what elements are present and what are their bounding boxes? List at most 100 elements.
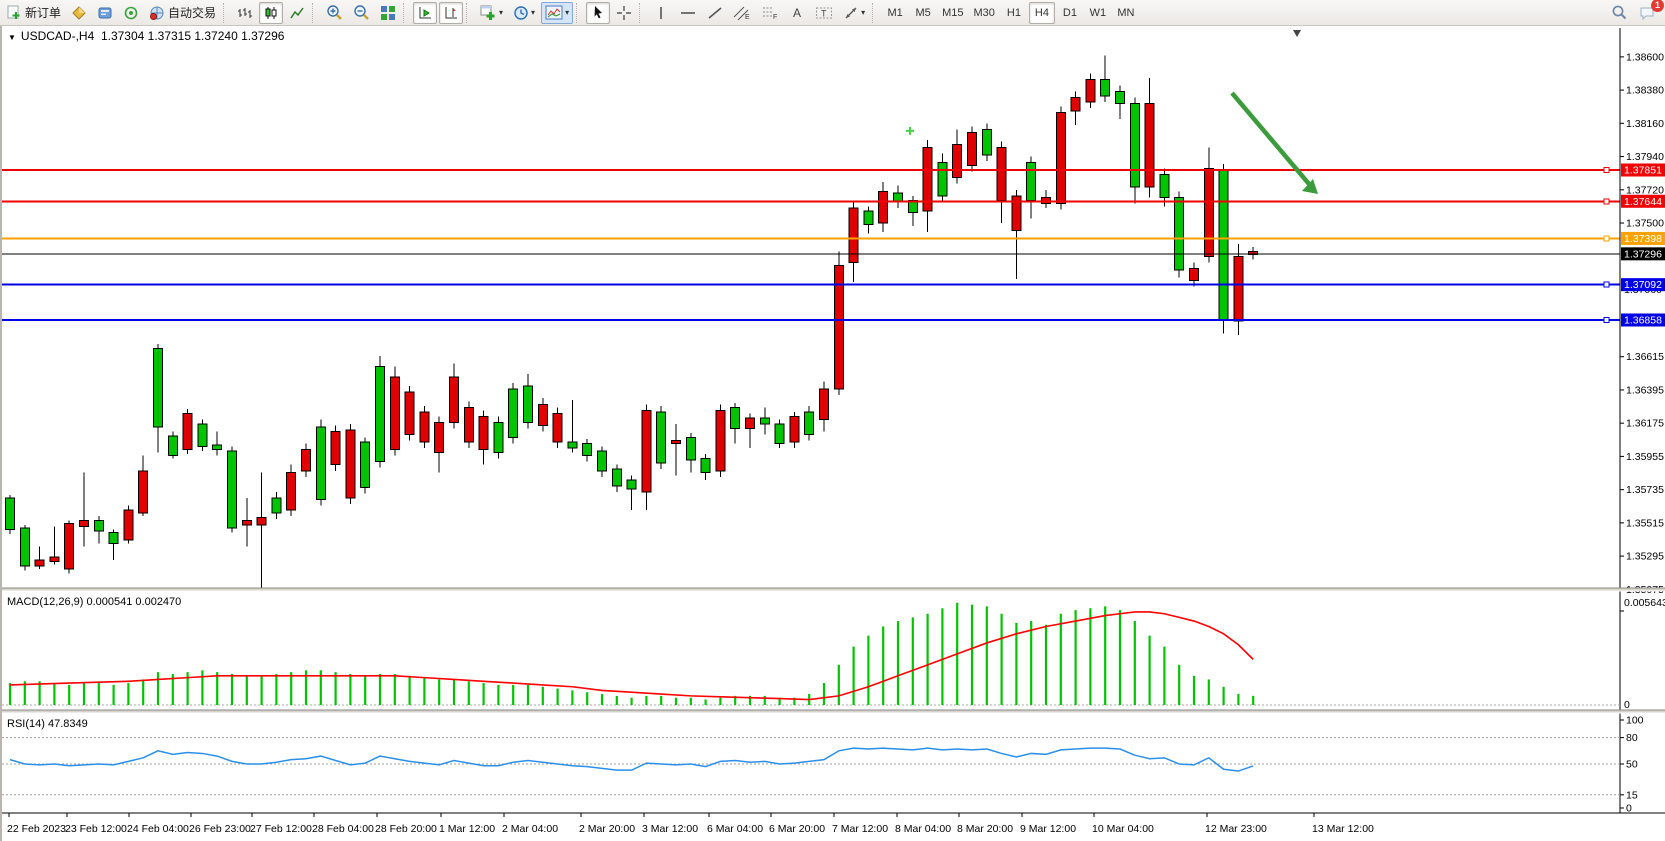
equidistant-channel-button[interactable]: E (729, 2, 755, 24)
toolbar-separator (872, 2, 879, 23)
svg-text:1.37296: 1.37296 (1624, 248, 1662, 260)
shift-marker-icon[interactable] (1293, 30, 1301, 37)
zoom-out-button[interactable] (349, 2, 374, 24)
tab-timeframe-M15[interactable]: M15 (942, 6, 964, 19)
tab-timeframe-M1[interactable]: M1 (887, 6, 903, 19)
svg-text:1.37092: 1.37092 (1624, 279, 1662, 291)
time-axis-label: 6 Mar 20:00 (769, 823, 825, 835)
indicator-layer: MACD(12,26,9) 0.000541 0.002470 0.005643 0… (2, 587, 1665, 815)
time-axis-label: 24 Feb 04:00 (127, 823, 189, 835)
vertical-line-icon (660, 6, 662, 19)
tab-timeframe-MN[interactable]: MN (1117, 6, 1135, 19)
svg-text:1.37851: 1.37851 (1624, 165, 1662, 177)
chart-ohlc-values: 1.37304 1.37315 1.37240 1.37296 (100, 29, 285, 43)
chart-shift-button[interactable] (439, 1, 464, 24)
autotrading-label: 自动交易 (168, 6, 217, 20)
trendline-icon (708, 6, 722, 19)
svg-text:50: 50 (1626, 759, 1638, 771)
price-line-handle[interactable] (1603, 167, 1610, 173)
axis-layer: 1.372801.370601.368401.386001.383801.381… (2, 28, 1665, 835)
indicators-button[interactable]: ▾ (476, 2, 507, 24)
autotrading-icon (150, 6, 164, 20)
time-axis-label: 1 Mar 12:00 (439, 823, 495, 835)
svg-text:A: A (793, 6, 801, 20)
templates-button[interactable]: ▾ (541, 1, 574, 24)
horizontal-line-button[interactable] (675, 2, 701, 24)
gold-diamond-icon (72, 5, 86, 20)
autotrading-button[interactable]: 自动交易 (145, 2, 220, 24)
time-axis-label: 3 Mar 12:00 (642, 823, 698, 835)
price-axis-badge (1621, 313, 1665, 327)
tile-windows-icon (381, 5, 396, 20)
signals-button[interactable] (119, 2, 143, 24)
time-axis-label: 28 Feb 20:00 (375, 823, 437, 835)
annotations-layer[interactable] (906, 30, 1318, 194)
time-axis-label: 2 Mar 04:00 (502, 823, 558, 835)
arrows-tool-button[interactable]: ▾ (839, 2, 869, 24)
svg-text:1.35295: 1.35295 (1626, 551, 1664, 563)
zoom-in-button[interactable] (322, 2, 347, 24)
metaeditor-button[interactable] (93, 2, 117, 24)
svg-text:1.37644: 1.37644 (1624, 196, 1662, 208)
chart-canvas[interactable]: 1.372801.370601.368401.386001.383801.381… (2, 26, 1665, 841)
tab-timeframe-W1[interactable]: W1 (1089, 6, 1107, 19)
chart-shift-icon (445, 6, 458, 18)
trend-arrow-annotation[interactable] (1230, 91, 1311, 186)
price-line-handle[interactable] (1603, 198, 1610, 205)
tile-windows-button[interactable] (376, 2, 400, 24)
svg-text:1.37500: 1.37500 (1626, 218, 1664, 230)
candles-layer (5, 55, 1259, 589)
market-button[interactable] (67, 2, 91, 24)
text-label-button[interactable]: T (811, 2, 837, 24)
cursor-button[interactable] (586, 1, 611, 24)
trend-arrow-head (1302, 179, 1318, 194)
notifications-button[interactable]: 1 (1634, 0, 1664, 24)
auto-scroll-icon (419, 6, 432, 18)
chart-window[interactable]: ▼ USDCAD-,H4 1.37304 1.37315 1.37240 1.37… (0, 26, 1665, 841)
svg-text:1.37940: 1.37940 (1626, 151, 1664, 163)
chart-menu-icon[interactable]: ▼ (8, 33, 16, 42)
text-button[interactable]: A (785, 2, 809, 24)
price-lines-layer[interactable] (2, 167, 1620, 323)
svg-text:T: T (821, 8, 827, 18)
new-order-button[interactable]: 新订单 (3, 2, 65, 24)
tab-timeframe-M5[interactable]: M5 (915, 6, 931, 19)
price-axis-badge (1621, 247, 1665, 261)
time-axis-label: 9 Mar 12:00 (1020, 823, 1076, 835)
svg-text:1.38600: 1.38600 (1626, 51, 1664, 63)
price-axis-badge (1621, 231, 1665, 245)
time-axis-label: 8 Mar 04:00 (895, 823, 951, 835)
crosshair-button[interactable] (612, 2, 636, 24)
toolbar-separator (639, 2, 646, 23)
rsi-line (9, 747, 1254, 772)
vertical-line-button[interactable] (649, 2, 673, 24)
auto-scroll-button[interactable] (413, 1, 438, 24)
line-chart-button[interactable] (285, 2, 309, 24)
svg-text:E: E (745, 14, 750, 21)
tab-timeframe-H1[interactable]: H1 (1006, 6, 1021, 19)
time-axis-label: 12 Mar 23:00 (1205, 823, 1267, 835)
svg-text:0: 0 (1624, 699, 1630, 711)
periods-button[interactable]: ▾ (509, 2, 539, 24)
time-axis-label: 7 Mar 12:00 (832, 823, 888, 835)
svg-text:15: 15 (1626, 789, 1638, 801)
toolbar-separator (576, 2, 583, 23)
svg-text:0.005643: 0.005643 (1624, 597, 1665, 609)
svg-text:1.35515: 1.35515 (1626, 517, 1664, 529)
tab-timeframe-H4[interactable]: H4 (1028, 1, 1055, 24)
trendline-button[interactable] (703, 2, 727, 24)
candlestick-chart-button[interactable] (259, 1, 284, 24)
search-button[interactable] (1606, 2, 1632, 24)
toolbar-separator (403, 2, 410, 23)
tab-timeframe-D1[interactable]: D1 (1062, 6, 1077, 19)
time-axis-label: 26 Feb 23:00 (189, 823, 251, 835)
bar-chart-button[interactable] (233, 2, 257, 24)
tab-timeframe-M30[interactable]: M30 (973, 6, 995, 19)
price-line-handle[interactable] (1603, 317, 1610, 323)
price-line-handle[interactable] (1603, 281, 1610, 288)
price-line-handle[interactable] (1603, 235, 1610, 242)
fibonacci-button[interactable]: F (757, 2, 783, 24)
crosshair-icon (617, 5, 632, 20)
fibonacci-icon: F (763, 7, 777, 21)
plus-marker[interactable] (906, 126, 914, 135)
